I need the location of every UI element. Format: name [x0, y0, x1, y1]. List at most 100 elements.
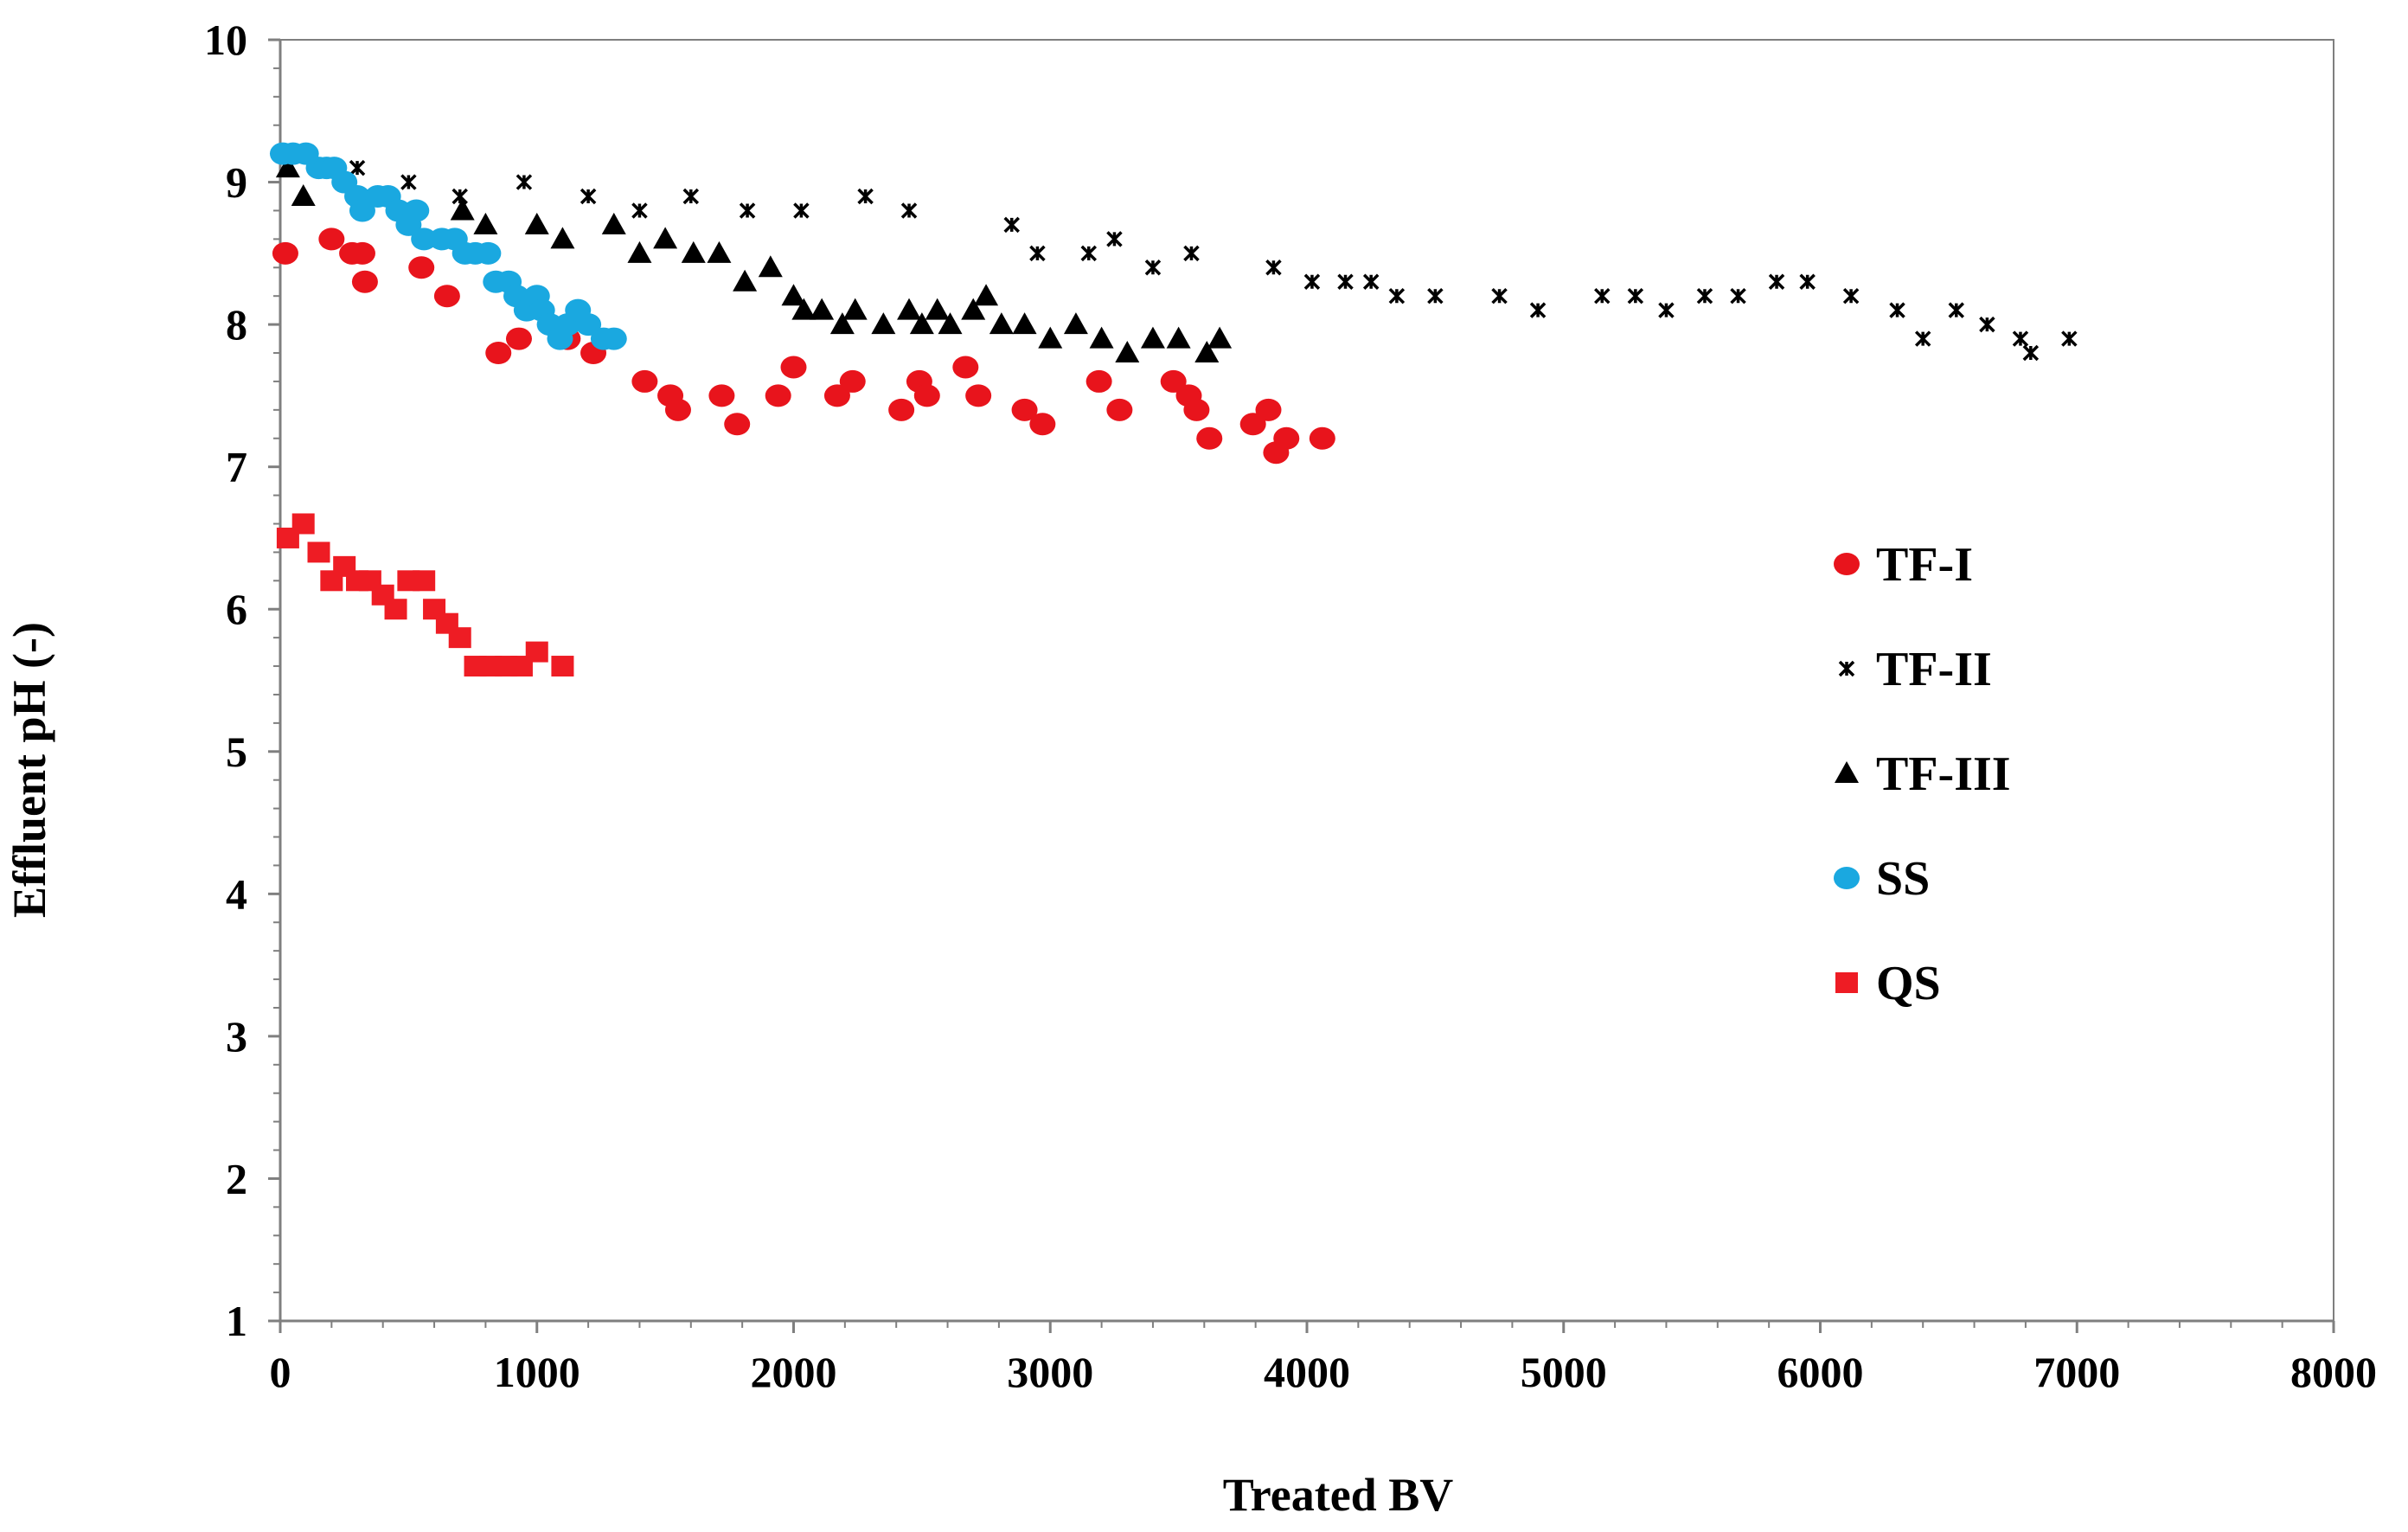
- data-point-tf-i: [505, 327, 532, 350]
- data-point-tf-i: [1309, 426, 1335, 450]
- data-point-tf-i: [839, 369, 866, 393]
- x-tick-label: 6000: [1777, 1348, 1864, 1396]
- y-tick-label: 10: [204, 16, 247, 64]
- data-point-tf-i: [349, 241, 375, 265]
- data-point-tf-i: [1255, 398, 1282, 421]
- data-point-tf-ii: [739, 202, 756, 219]
- data-point-qs: [307, 542, 330, 563]
- data-point-tf-i: [1196, 426, 1223, 450]
- data-point-ss: [349, 199, 375, 222]
- data-point-tf-iii: [829, 312, 855, 335]
- data-point-tf-ii: [1337, 273, 1354, 290]
- axes: 1 2 3 4 5 6 7 8 9 10 0 1000 2000 3000 4000 5000 6000 7000…: [204, 16, 2377, 1396]
- data-point-tf-iii: [1166, 326, 1191, 349]
- data-point-tf-i: [631, 369, 658, 393]
- data-point-tf-ii: [857, 188, 874, 205]
- data-point-tf-i: [888, 398, 915, 421]
- x-tick-label: 1000: [494, 1348, 580, 1396]
- data-point-tf-iii: [524, 212, 549, 234]
- data-point-qs: [525, 641, 548, 663]
- data-point-ss: [600, 327, 627, 350]
- data-point-tf-ii: [1979, 316, 1995, 333]
- data-point-tf-ii: [1914, 330, 1931, 347]
- data-point-tf-iii: [627, 240, 652, 263]
- data-point-tf-i: [1273, 426, 1300, 450]
- legend-label-tf-i: TF-I: [1876, 538, 1973, 592]
- data-point-tf-ii: [1842, 287, 1860, 304]
- legend-item-tf-iii: TF-III: [1835, 747, 2011, 801]
- data-point-tf-i: [913, 384, 940, 407]
- data-point-tf-iii: [909, 312, 934, 335]
- data-point-tf-ii: [1658, 302, 1675, 318]
- legend-label-tf-ii: TF-II: [1876, 643, 1992, 696]
- x-axis-title: Treated BV: [1223, 1469, 1453, 1521]
- data-point-tf-ii: [1730, 287, 1746, 304]
- data-point-tf-ii: [682, 188, 700, 205]
- data-point-qs: [551, 656, 574, 677]
- data-point-tf-iii: [450, 198, 475, 221]
- data-point-tf-ii: [1529, 302, 1547, 318]
- legend-marker-ss: [1834, 867, 1860, 889]
- data-point-tf-i: [708, 384, 735, 407]
- data-point-tf-iii: [1140, 326, 1165, 349]
- data-point-tf-ii: [631, 202, 648, 219]
- data-point-tf-ii: [1594, 287, 1611, 304]
- data-point-tf-ii: [452, 188, 468, 205]
- data-point-tf-iii: [733, 269, 758, 292]
- data-point-ss: [403, 199, 430, 222]
- series-tf-i: [272, 228, 1335, 465]
- data-point-tf-ii: [349, 159, 366, 176]
- data-point-tf-i: [1239, 413, 1266, 436]
- data-point-ss: [475, 241, 502, 265]
- legend-item-qs: QS: [1835, 957, 1941, 1010]
- y-tick-label: 1: [226, 1297, 247, 1345]
- legend-label-tf-iii: TF-III: [1876, 747, 2011, 801]
- data-point-tf-i: [351, 270, 378, 293]
- data-point-tf-iii: [1207, 326, 1233, 349]
- data-point-tf-iii: [842, 298, 868, 320]
- data-point-tf-ii: [1003, 216, 1020, 234]
- data-point-qs: [413, 570, 436, 592]
- data-point-tf-ii: [1696, 287, 1713, 304]
- data-point-tf-iii: [938, 312, 963, 335]
- data-point-tf-ii: [1768, 273, 1785, 290]
- data-point-tf-i: [408, 256, 435, 279]
- plot-area-frame: [279, 39, 2334, 1322]
- data-point-tf-ii: [1106, 231, 1123, 247]
- data-point-tf-iii: [1038, 326, 1063, 349]
- data-point-qs: [448, 627, 471, 649]
- legend-label-qs: QS: [1876, 957, 1941, 1010]
- x-tick-label: 5000: [1521, 1348, 1607, 1396]
- data-point-tf-iii: [601, 212, 626, 234]
- data-point-qs: [291, 513, 315, 535]
- data-point-tf-i: [1011, 398, 1038, 421]
- data-point-tf-i: [1183, 398, 1210, 421]
- data-point-tf-ii: [1183, 245, 1200, 262]
- legend-marker-qs: [1835, 972, 1858, 993]
- data-point-tf-ii: [580, 188, 597, 205]
- data-point-tf-ii: [1627, 287, 1644, 304]
- data-point-tf-i: [765, 384, 791, 407]
- data-point-tf-ii: [1889, 302, 1905, 318]
- data-point-tf-i: [965, 384, 992, 407]
- legend-marker-tf-i: [1834, 553, 1860, 575]
- data-point-tf-iii: [925, 298, 950, 320]
- data-point-tf-ii: [1265, 260, 1282, 276]
- data-point-tf-ii: [1388, 287, 1406, 304]
- y-tick-label: 4: [226, 869, 247, 918]
- data-point-tf-iii: [707, 240, 732, 263]
- data-point-tf-ii: [1303, 273, 1321, 290]
- data-point-tf-ii: [1144, 260, 1162, 276]
- data-point-tf-ii: [793, 202, 810, 219]
- data-point-tf-iii: [291, 184, 316, 207]
- x-tick-label: 3000: [1007, 1348, 1093, 1396]
- data-point-tf-i: [272, 241, 298, 265]
- data-point-tf-i: [318, 228, 345, 251]
- data-point-tf-i: [823, 384, 850, 407]
- data-point-tf-i: [1160, 369, 1187, 393]
- data-marks: [269, 142, 2078, 677]
- x-tick-label: 8000: [2290, 1348, 2377, 1396]
- data-point-tf-iii: [961, 298, 986, 320]
- legend-marker-tf-ii: [1838, 660, 1855, 677]
